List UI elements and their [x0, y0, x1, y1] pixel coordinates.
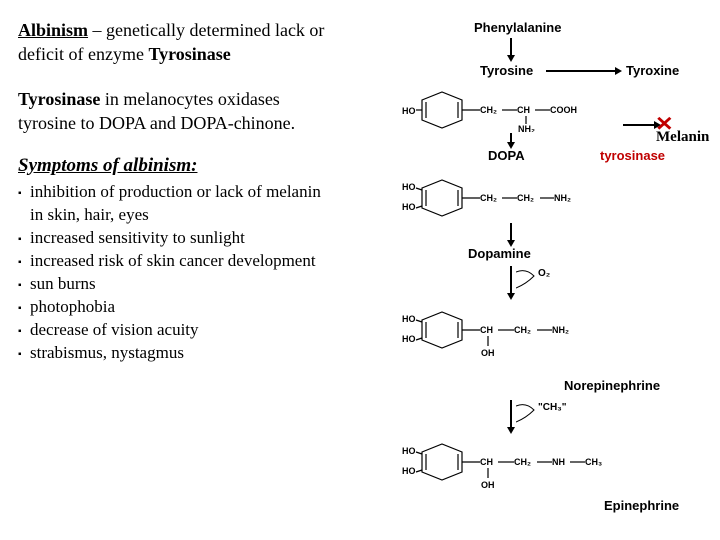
svg-text:HO: HO	[402, 446, 416, 456]
pathway-diagram: Phenylalanine Tyrosine Tyroxine HO CH₂ C…	[338, 18, 708, 528]
svg-text:CH₂: CH₂	[480, 193, 497, 203]
arrow-dopamine-ne	[510, 266, 512, 294]
svg-text:CH₃: CH₃	[585, 457, 602, 467]
arrow-dopa-dopamine	[510, 223, 512, 241]
svg-text:NH₂: NH₂	[518, 124, 535, 132]
norepinephrine-label: Norepinephrine	[564, 378, 660, 393]
svg-text:HO: HO	[402, 106, 416, 116]
svg-text:CH: CH	[517, 105, 530, 115]
arrow-tyr-melanin	[623, 124, 655, 126]
svg-text:NH: NH	[552, 457, 565, 467]
tyrosine-label: Tyrosine	[480, 63, 533, 78]
svg-text:OH: OH	[481, 348, 495, 358]
arrow-tyr-dopa	[510, 133, 512, 143]
svg-text:COOH: COOH	[550, 105, 577, 115]
ch3-label: "CH₃"	[538, 402, 567, 413]
svg-text:NH₂: NH₂	[554, 193, 571, 203]
svg-text:CH: CH	[480, 325, 493, 335]
intro-paragraph: Albinism – genetically determined lack o…	[18, 18, 338, 67]
o2-label: O₂	[538, 268, 550, 279]
svg-text:HO: HO	[402, 182, 416, 192]
symptom-item: sun burns	[18, 273, 338, 296]
symptom-item: decrease of vision acuity	[18, 319, 338, 342]
symptom-item: increased risk of skin cancer developmen…	[18, 250, 338, 273]
melanin-label: Melanin	[656, 129, 709, 146]
ch3-annotation: "CH₃"	[516, 400, 576, 435]
tyrosine-structure: HO CH₂ CH COOH NH₂	[402, 90, 622, 132]
dopa-structure: HO HO CH₂ CH₂ NH₂	[402, 176, 622, 220]
text-column: Albinism – genetically determined lack o…	[18, 18, 338, 528]
o2-annotation: O₂	[516, 266, 566, 301]
albinism-title: Albinism	[18, 20, 88, 40]
arrow-ne-epi	[510, 400, 512, 428]
arrow-phe-tyr	[510, 38, 512, 56]
svg-text:CH₂: CH₂	[480, 105, 497, 115]
svg-text:HO: HO	[402, 334, 416, 344]
svg-text:CH₂: CH₂	[514, 325, 531, 335]
epinephrine-label: Epinephrine	[604, 498, 679, 513]
svg-text:NH₂: NH₂	[552, 325, 569, 335]
tyrosinase-lead: Tyrosinase	[18, 89, 100, 109]
symptom-item: inhibition of production or lack of mela…	[18, 181, 338, 227]
phenylalanine-label: Phenylalanine	[474, 20, 561, 35]
svg-text:CH₂: CH₂	[514, 457, 531, 467]
svg-text:HO: HO	[402, 314, 416, 324]
symptom-item: photophobia	[18, 296, 338, 319]
svg-text:HO: HO	[402, 202, 416, 212]
enzyme-tyrosinase: Tyrosinase	[148, 44, 230, 64]
symptoms-heading: Symptoms of albinism:	[18, 155, 338, 177]
tyrosinase-blocked-label: tyrosinase	[600, 148, 665, 163]
svg-text:HO: HO	[402, 466, 416, 476]
tyroxine-label: Tyroxine	[626, 63, 679, 78]
symptom-item: increased sensitivity to sunlight	[18, 227, 338, 250]
svg-text:CH₂: CH₂	[517, 193, 534, 203]
tyrosinase-paragraph: Tyrosinase in melanocytes oxidases tyros…	[18, 87, 338, 136]
dopamine-label: Dopamine	[468, 246, 531, 261]
symptom-item: strabismus, nystagmus	[18, 342, 338, 365]
norepinephrine-structure: HO HO CH OH CH₂ NH₂	[402, 306, 632, 360]
svg-text:CH: CH	[480, 457, 493, 467]
dopa-label: DOPA	[488, 148, 525, 163]
epinephrine-structure: HO HO CH OH CH₂ NH CH₃	[402, 438, 662, 492]
arrow-tyr-tyroxine	[546, 70, 616, 72]
svg-text:OH: OH	[481, 480, 495, 490]
symptoms-list: inhibition of production or lack of mela…	[18, 181, 338, 365]
